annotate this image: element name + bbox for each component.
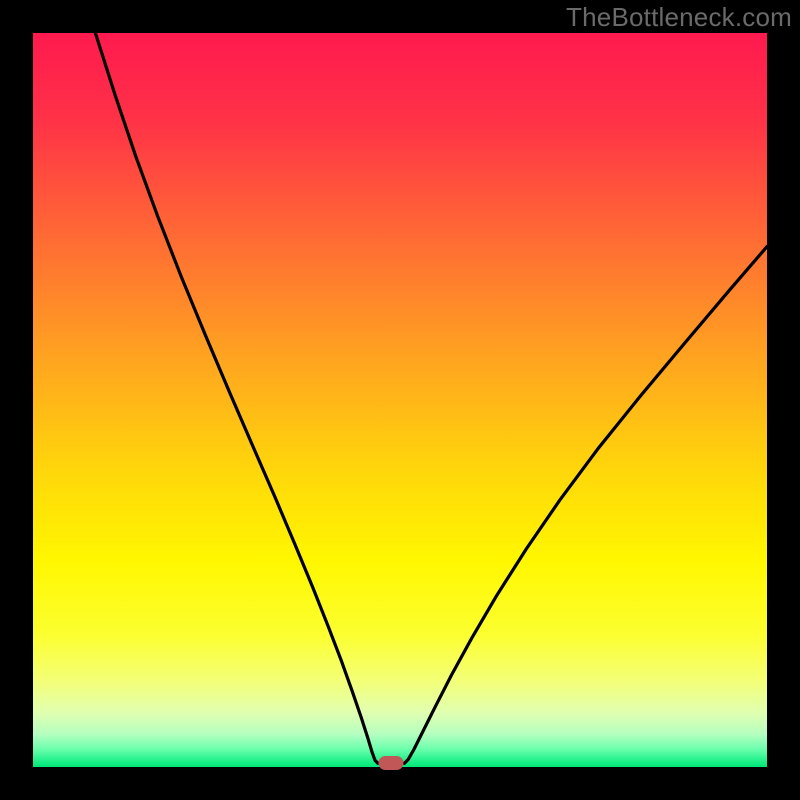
watermark-text: TheBottleneck.com bbox=[566, 2, 792, 33]
bottleneck-curve bbox=[33, 33, 767, 767]
plot-area bbox=[33, 33, 767, 767]
optimum-marker bbox=[379, 756, 404, 770]
curve-path bbox=[95, 33, 767, 763]
chart-stage: TheBottleneck.com bbox=[0, 0, 800, 800]
